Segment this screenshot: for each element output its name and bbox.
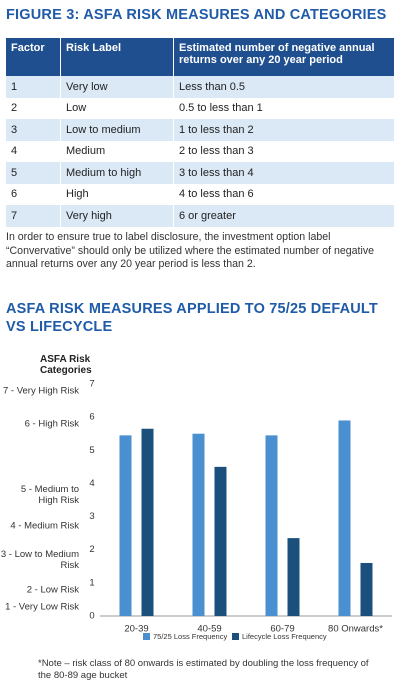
table-row: 7 Very high 6 or greater bbox=[6, 205, 395, 227]
table-cell: 1 bbox=[6, 76, 61, 98]
note: In order to ensure true to label disclos… bbox=[6, 231, 375, 270]
bar bbox=[192, 433, 205, 616]
table-cell: High bbox=[60, 183, 174, 205]
risk-category-label: 7 - Very High Risk bbox=[2, 385, 79, 397]
risk-table: Factor Risk Label Estimated number of nega… bbox=[6, 38, 395, 227]
y-tick-label: 3 bbox=[89, 511, 94, 522]
figure-title: FIGURE 3: ASFA RISK MEASURES AND CATEGOR… bbox=[6, 7, 387, 23]
y-tick-label: 7 bbox=[89, 379, 94, 390]
risk-category-label: 5 - Medium to High Risk bbox=[20, 484, 79, 506]
bar bbox=[338, 420, 351, 616]
y-label: ASFA Risk Categories bbox=[40, 354, 92, 376]
risk-category-label: 3 - Low to Medium Risk bbox=[0, 549, 79, 571]
table-row: 4 Medium 2 to less than 3 bbox=[6, 140, 395, 162]
bar bbox=[214, 466, 227, 616]
y-tick-label: 0 bbox=[89, 611, 94, 622]
table-row: 6 High 4 to less than 6 bbox=[6, 183, 395, 205]
table-row: 3 Low to medium 1 to less than 2 bbox=[6, 119, 395, 141]
header-cell: Estimated number of negative annual retu… bbox=[173, 38, 395, 76]
table-cell: Very high bbox=[60, 205, 174, 227]
risk-category-label: 2 - Low Risk bbox=[26, 584, 79, 596]
table-cell: 3 to less than 4 bbox=[173, 162, 395, 184]
table-cell: Low to medium bbox=[60, 119, 174, 141]
y-tick-label: 6 bbox=[89, 412, 94, 423]
x-tick-label: 20-39 bbox=[124, 624, 148, 635]
y-tick-label: 1 bbox=[89, 577, 94, 588]
table-cell: 2 bbox=[6, 97, 61, 119]
table-cell: Medium to high bbox=[60, 162, 174, 184]
y-tick-label: 2 bbox=[89, 544, 94, 555]
chart-title: ASFA RISK MEASURES APPLIED TO 75/25 DEFA… bbox=[6, 301, 378, 335]
table-cell: Very low bbox=[60, 76, 174, 98]
risk-category-label: 1 - Very Low Risk bbox=[5, 601, 79, 613]
table-cell: 3 bbox=[6, 119, 61, 141]
table-row: 5 Medium to high 3 to less than 4 bbox=[6, 162, 395, 184]
x-tick-label: 80 Onwards* bbox=[328, 624, 383, 635]
table-cell: 4 bbox=[6, 140, 61, 162]
bar bbox=[287, 538, 300, 616]
table-cell: Low bbox=[60, 97, 174, 119]
y-tick-label: 4 bbox=[89, 478, 94, 489]
bar bbox=[141, 428, 154, 616]
table-cell: 2 to less than 3 bbox=[173, 140, 395, 162]
table-row: 2 Low 0.5 to less than 1 bbox=[6, 97, 395, 119]
table-cell: 6 bbox=[6, 183, 61, 205]
table-row: 1 Very low Less than 0.5 bbox=[6, 76, 395, 98]
legend-label: 75/25 Loss Frequency bbox=[153, 632, 227, 641]
bar bbox=[360, 562, 373, 616]
table-cell: 0.5 to less than 1 bbox=[173, 97, 395, 119]
header-cell: Factor bbox=[6, 38, 61, 76]
x-tick-label: 60-79 bbox=[270, 624, 294, 635]
legend-swatch bbox=[143, 633, 150, 640]
table-cell: 7 bbox=[6, 205, 61, 227]
table-cell: 1 to less than 2 bbox=[173, 119, 395, 141]
y-tick-label: 5 bbox=[89, 445, 94, 456]
table-cell: 5 bbox=[6, 162, 61, 184]
header-cell: Risk Label bbox=[60, 38, 174, 76]
bar bbox=[119, 435, 132, 616]
table-cell: Medium bbox=[60, 140, 174, 162]
footnote: *Note – risk class of 80 onwards is esti… bbox=[38, 658, 369, 681]
risk-category-label: 4 - Medium Risk bbox=[10, 520, 79, 532]
legend-swatch bbox=[232, 633, 239, 640]
table-cell: Less than 0.5 bbox=[173, 76, 395, 98]
legend-label: Lifecycle Loss Frequency bbox=[242, 632, 327, 641]
table-cell: 6 or greater bbox=[173, 205, 395, 227]
table-cell: 4 to less than 6 bbox=[173, 183, 395, 205]
bar bbox=[265, 435, 278, 616]
x-tick-label: 40-59 bbox=[197, 624, 221, 635]
risk-category-label: 6 - High Risk bbox=[24, 418, 79, 430]
